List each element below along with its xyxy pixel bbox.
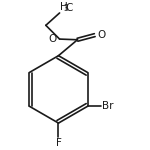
- Text: O: O: [97, 30, 105, 40]
- Text: 3: 3: [63, 4, 68, 13]
- Text: C: C: [65, 3, 72, 13]
- Text: H: H: [60, 2, 68, 12]
- Text: F: F: [56, 138, 62, 147]
- Text: Br: Br: [102, 101, 114, 111]
- Text: O: O: [49, 34, 57, 44]
